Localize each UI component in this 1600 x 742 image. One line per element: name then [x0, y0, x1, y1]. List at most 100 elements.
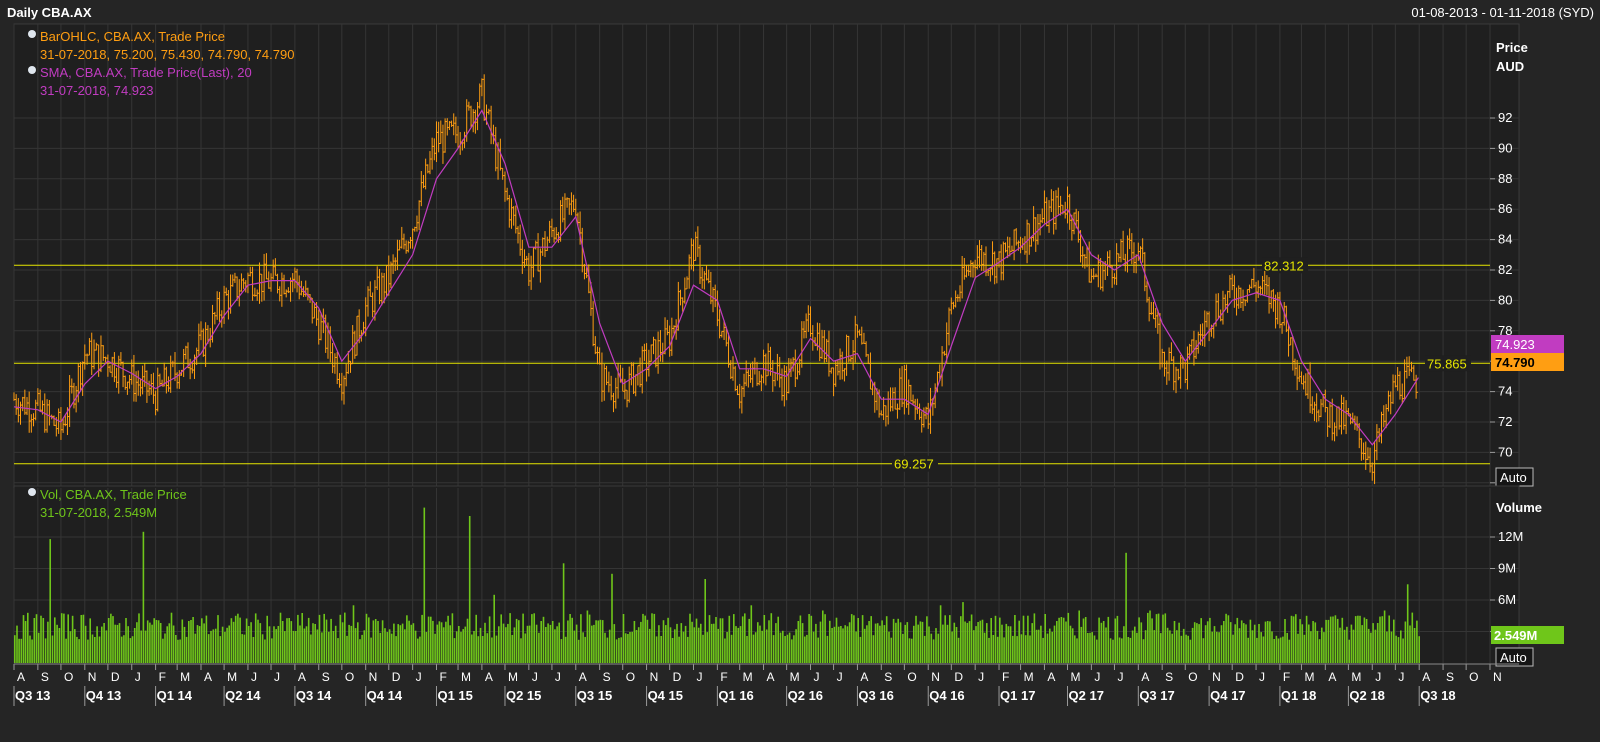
- price-last-tag: 74.790: [1491, 353, 1564, 371]
- volume-bar: [817, 637, 819, 663]
- volume-bar: [257, 619, 259, 663]
- volume-bar: [1076, 638, 1078, 663]
- month-label: J: [1375, 670, 1381, 684]
- volume-panel[interactable]: 3M6M9M12M: [13, 485, 1523, 665]
- volume-bar: [1144, 630, 1147, 663]
- volume-bar: [1046, 633, 1049, 663]
- volume-bar: [20, 638, 23, 663]
- volume-bar: [1058, 617, 1060, 663]
- volume-bar: [1071, 628, 1074, 663]
- volume-bar: [615, 639, 618, 663]
- volume-bar: [136, 622, 138, 663]
- month-label: J: [416, 670, 422, 684]
- volume-bar: [1087, 633, 1089, 663]
- price-tick-label: 70: [1498, 444, 1512, 459]
- volume-bar: [80, 615, 83, 663]
- volume-bar: [1379, 616, 1381, 663]
- price-tick-label: 78: [1498, 323, 1512, 338]
- volume-auto-button[interactable]: Auto: [1495, 647, 1534, 667]
- volume-bar: [14, 635, 16, 663]
- date-range: 01-08-2013 - 01-11-2018 (SYD): [1411, 5, 1594, 20]
- month-label: N: [369, 670, 378, 684]
- volume-bar: [451, 613, 454, 663]
- volume-bar: [170, 612, 173, 663]
- volume-bar: [365, 613, 368, 663]
- volume-bar: [726, 632, 728, 663]
- volume-bar: [904, 624, 906, 663]
- volume-bar: [346, 635, 348, 663]
- volume-bar: [172, 625, 175, 663]
- level-label-bg: [1425, 355, 1471, 372]
- volume-bar: [82, 614, 85, 663]
- volume-bar: [312, 623, 314, 663]
- volume-bar: [801, 623, 804, 663]
- volume-bar: [1374, 629, 1377, 663]
- volume-bar: [241, 634, 243, 663]
- volume-bar: [520, 638, 522, 663]
- volume-bar: [1381, 616, 1384, 663]
- volume-bar: [188, 621, 190, 663]
- volume-bar: [288, 618, 290, 663]
- volume-bar: [826, 635, 829, 663]
- volume-bar: [35, 614, 38, 663]
- volume-bar: [1359, 615, 1361, 664]
- volume-bar: [477, 636, 480, 663]
- volume-bar: [613, 624, 616, 663]
- volume-bar: [410, 624, 413, 663]
- vol-series-toggle-icon[interactable]: [28, 488, 36, 496]
- volume-bar: [261, 634, 264, 663]
- volume-bar: [1361, 625, 1363, 663]
- volume-bar: [1033, 613, 1036, 663]
- month-label: J: [1117, 670, 1123, 684]
- volume-bar: [1213, 626, 1216, 663]
- volume-bar: [1383, 610, 1386, 663]
- volume-bar: [271, 638, 273, 663]
- volume-bar: [795, 629, 797, 663]
- volume-bar: [1022, 615, 1025, 663]
- volume-bar: [1105, 627, 1107, 663]
- quarter-label: Q1 14: [157, 688, 193, 703]
- volume-bar: [1155, 614, 1158, 663]
- volume-bar: [114, 624, 116, 663]
- volume-bar: [533, 613, 535, 663]
- volume-bar: [1308, 624, 1310, 663]
- volume-bar: [772, 635, 775, 663]
- month-label: A: [485, 670, 493, 684]
- volume-bar: [1060, 617, 1063, 663]
- volume-bar: [207, 634, 210, 663]
- volume-bar: [203, 623, 205, 663]
- volume-bar: [1247, 637, 1249, 663]
- volume-bar: [700, 623, 702, 663]
- volume-bar: [1236, 617, 1239, 663]
- volume-bar: [183, 626, 186, 663]
- volume-bar: [348, 624, 350, 663]
- volume-bar: [653, 613, 656, 663]
- volume-bar: [1049, 628, 1051, 663]
- volume-bar: [855, 631, 857, 663]
- sma-series-toggle-icon[interactable]: [28, 66, 36, 74]
- volume-bar: [975, 626, 977, 663]
- volume-bar: [277, 626, 280, 663]
- volume-bar: [110, 613, 112, 663]
- month-label: N: [650, 670, 659, 684]
- volume-bar: [1277, 638, 1280, 663]
- volume-bar: [1229, 622, 1232, 663]
- volume-bar: [547, 623, 549, 663]
- bar-series-toggle-icon[interactable]: [28, 30, 36, 38]
- volume-bar: [791, 639, 793, 663]
- month-label: F: [1283, 670, 1290, 684]
- volume-bar: [735, 626, 737, 663]
- volume-bar: [1249, 619, 1252, 663]
- volume-bar: [1404, 621, 1407, 663]
- volume-bar: [848, 622, 851, 663]
- volume-bar: [105, 630, 108, 663]
- volume-bar: [1069, 625, 1072, 663]
- volume-bar: [944, 615, 946, 663]
- month-label: S: [603, 670, 611, 684]
- vol-series-name: Vol, CBA.AX, Trade Price: [40, 487, 187, 502]
- volume-bar: [1218, 632, 1220, 663]
- volume-bar: [166, 626, 168, 664]
- volume-bar: [737, 627, 740, 663]
- price-auto-button[interactable]: Auto: [1495, 467, 1534, 487]
